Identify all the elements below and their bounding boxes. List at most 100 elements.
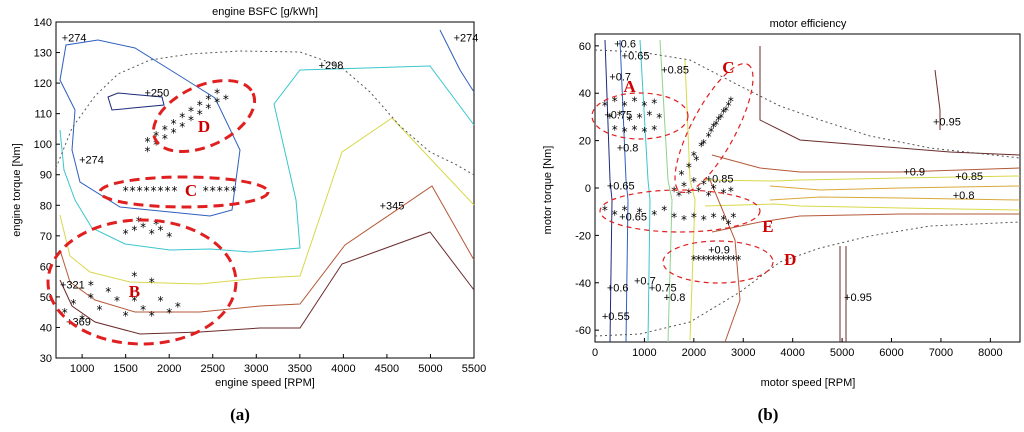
bsfc-operating-point-23: *	[150, 184, 157, 198]
bsfc-ytick-label-7: 100	[34, 139, 52, 151]
bsfc-xtick-label-7: 4500	[375, 363, 399, 375]
motor-operating-point-49: *	[661, 203, 668, 217]
bsfc-ytick-label-5: 80	[40, 200, 52, 212]
bsfc-ytick-label-9: 120	[34, 78, 52, 90]
bsfc-operating-point-8: *	[213, 95, 220, 109]
bsfc-operating-point-49: *	[139, 303, 146, 317]
bsfc-operating-point-33: *	[131, 224, 138, 238]
motor-operating-point-8: *	[626, 113, 633, 127]
bsfc-operating-point-14: *	[179, 111, 186, 125]
motor-operating-point-66: *	[730, 253, 737, 267]
bsfc-contour-369	[59, 231, 475, 335]
bsfc-operating-point-34: *	[139, 221, 146, 235]
motor-operating-point-64: *	[720, 253, 727, 267]
motor-xtick-label-6: 6000	[879, 347, 903, 359]
bsfc-region-ellipses	[46, 79, 270, 346]
motor-operating-point-3: *	[631, 94, 638, 108]
bsfc-contour-label-5: +345	[380, 200, 405, 212]
motor-operating-point-2: *	[621, 99, 628, 113]
bsfc-operating-point-28: *	[209, 184, 216, 198]
motor-operating-point-29: *	[722, 104, 729, 118]
motor-operating-point-45: *	[611, 208, 618, 222]
bsfc-region-d-ellipse	[151, 79, 257, 153]
bsfc-operating-point-44: *	[96, 303, 103, 317]
motor-operating-point-16: *	[651, 123, 658, 137]
bsfc-xtick-label-2: 2000	[157, 363, 181, 375]
bsfc-region-label-b: B	[129, 282, 140, 301]
bsfc-operating-point-56: *	[87, 279, 94, 293]
bsfc-operating-point-35: *	[148, 227, 155, 241]
bsfc-operating-point-11: *	[153, 129, 160, 143]
motor-operating-point-50: *	[670, 210, 677, 224]
motor-contour-label-13: +0.9	[708, 245, 730, 257]
bsfc-region-c-ellipse	[98, 175, 270, 209]
bsfc-region-b-ellipse	[46, 218, 238, 346]
motor-contour-label-4: +0.75	[604, 110, 632, 122]
motor-axes: 0 1000 2000 3000 4000 5000 6000 7000 8000 -60 -40 -…	[575, 41, 1002, 359]
motor-contour-labels: +0.6+0.65+0.85+0.7+0.75+0.8+0.95+0.9 +0.8…	[602, 38, 983, 322]
bsfc-xtick-label-5: 3500	[288, 363, 312, 375]
motor-ytick-label-3: 0	[585, 183, 591, 195]
motor-contour-label-10: +0.65	[607, 181, 635, 193]
motor-operating-point-37: *	[705, 189, 712, 203]
motor-region-label-a: A	[623, 77, 636, 96]
motor-contour-label-0: +0.6	[614, 38, 636, 50]
bsfc-operating-point-21: *	[136, 184, 143, 198]
bsfc-operating-point-38: *	[135, 215, 142, 229]
motor-operating-point-41: *	[678, 168, 685, 182]
motor-operating-point-36: *	[700, 177, 707, 191]
motor-region-a-ellipse	[591, 92, 689, 140]
bsfc-ytick-label-8: 110	[34, 109, 52, 121]
motor-contour-label-5: +0.8	[617, 143, 639, 155]
motor-plot-area	[594, 33, 1021, 343]
bsfc-operating-point-27: *	[202, 184, 209, 198]
bsfc-operating-point-55: *	[148, 276, 155, 290]
motor-operating-point-7: *	[616, 109, 623, 123]
bsfc-operating-point-42: *	[79, 312, 86, 326]
motor-operating-point-53: *	[700, 213, 707, 227]
bsfc-operating-point-50: *	[148, 309, 155, 323]
bsfc-contour-label-3: +250	[144, 87, 169, 99]
motor-caption: (b)	[758, 405, 779, 424]
bsfc-operating-point-24: *	[157, 184, 164, 198]
motor-contour-label-16: +0.6	[607, 283, 629, 295]
motor-operating-point-19: *	[705, 130, 712, 144]
bsfc-region-labels: D C B	[129, 117, 210, 301]
motor-xtick-label-1: 1000	[632, 347, 656, 359]
motor-contour-label-18: +0.95	[844, 292, 872, 304]
motor-region-e-ellipse	[599, 189, 761, 233]
bsfc-ytick-label-0: 30	[40, 353, 52, 365]
motor-operating-point-59: *	[695, 253, 702, 267]
bsfc-operating-point-9: *	[222, 92, 229, 106]
bsfc-operating-point-4: *	[179, 120, 186, 134]
bsfc-operating-point-5: *	[187, 114, 194, 128]
bsfc-xtick-label-8: 5000	[418, 363, 442, 375]
motor-contour-label-6: +0.95	[933, 117, 961, 129]
motor-operating-point-20: *	[710, 120, 717, 134]
bsfc-operating-point-47: *	[122, 309, 129, 323]
motor-operating-point-48: *	[651, 208, 658, 222]
motor-contour-label-1: +0.65	[622, 50, 650, 62]
motor-contour-lowspeed-1	[604, 39, 613, 343]
motor-contour-label-11: +0.85	[706, 174, 734, 186]
bsfc-operating-point-41: *	[70, 297, 77, 311]
motor-contour-08-band	[769, 185, 1021, 201]
motor-region-d-ellipse	[662, 240, 774, 284]
bsfc-operating-point-36: *	[157, 224, 164, 238]
bsfc-contour-250	[107, 92, 165, 111]
motor-region-c-ellipse	[674, 62, 754, 194]
bsfc-operating-point-26: *	[171, 184, 178, 198]
bsfc-axes: 1000 1500 2000 2500 3000 3500 4000 4500 5000 5500…	[34, 17, 487, 375]
motor-ytick-label-5: 40	[579, 88, 591, 100]
motor-contour-label-12: +0.65	[619, 211, 647, 223]
motor-operating-point-12: *	[611, 123, 618, 137]
motor-ytick-label-1: -40	[575, 278, 591, 290]
bsfc-operating-point-15: *	[187, 105, 194, 119]
motor-operating-point-15: *	[641, 125, 648, 139]
bsfc-ytick-label-1: 40	[40, 322, 52, 334]
motor-contour-label-7: +0.9	[903, 166, 925, 178]
motor-operating-point-22: *	[720, 106, 727, 120]
bsfc-contour-label-6: +321	[60, 280, 85, 292]
motor-operating-point-34: *	[690, 175, 697, 189]
